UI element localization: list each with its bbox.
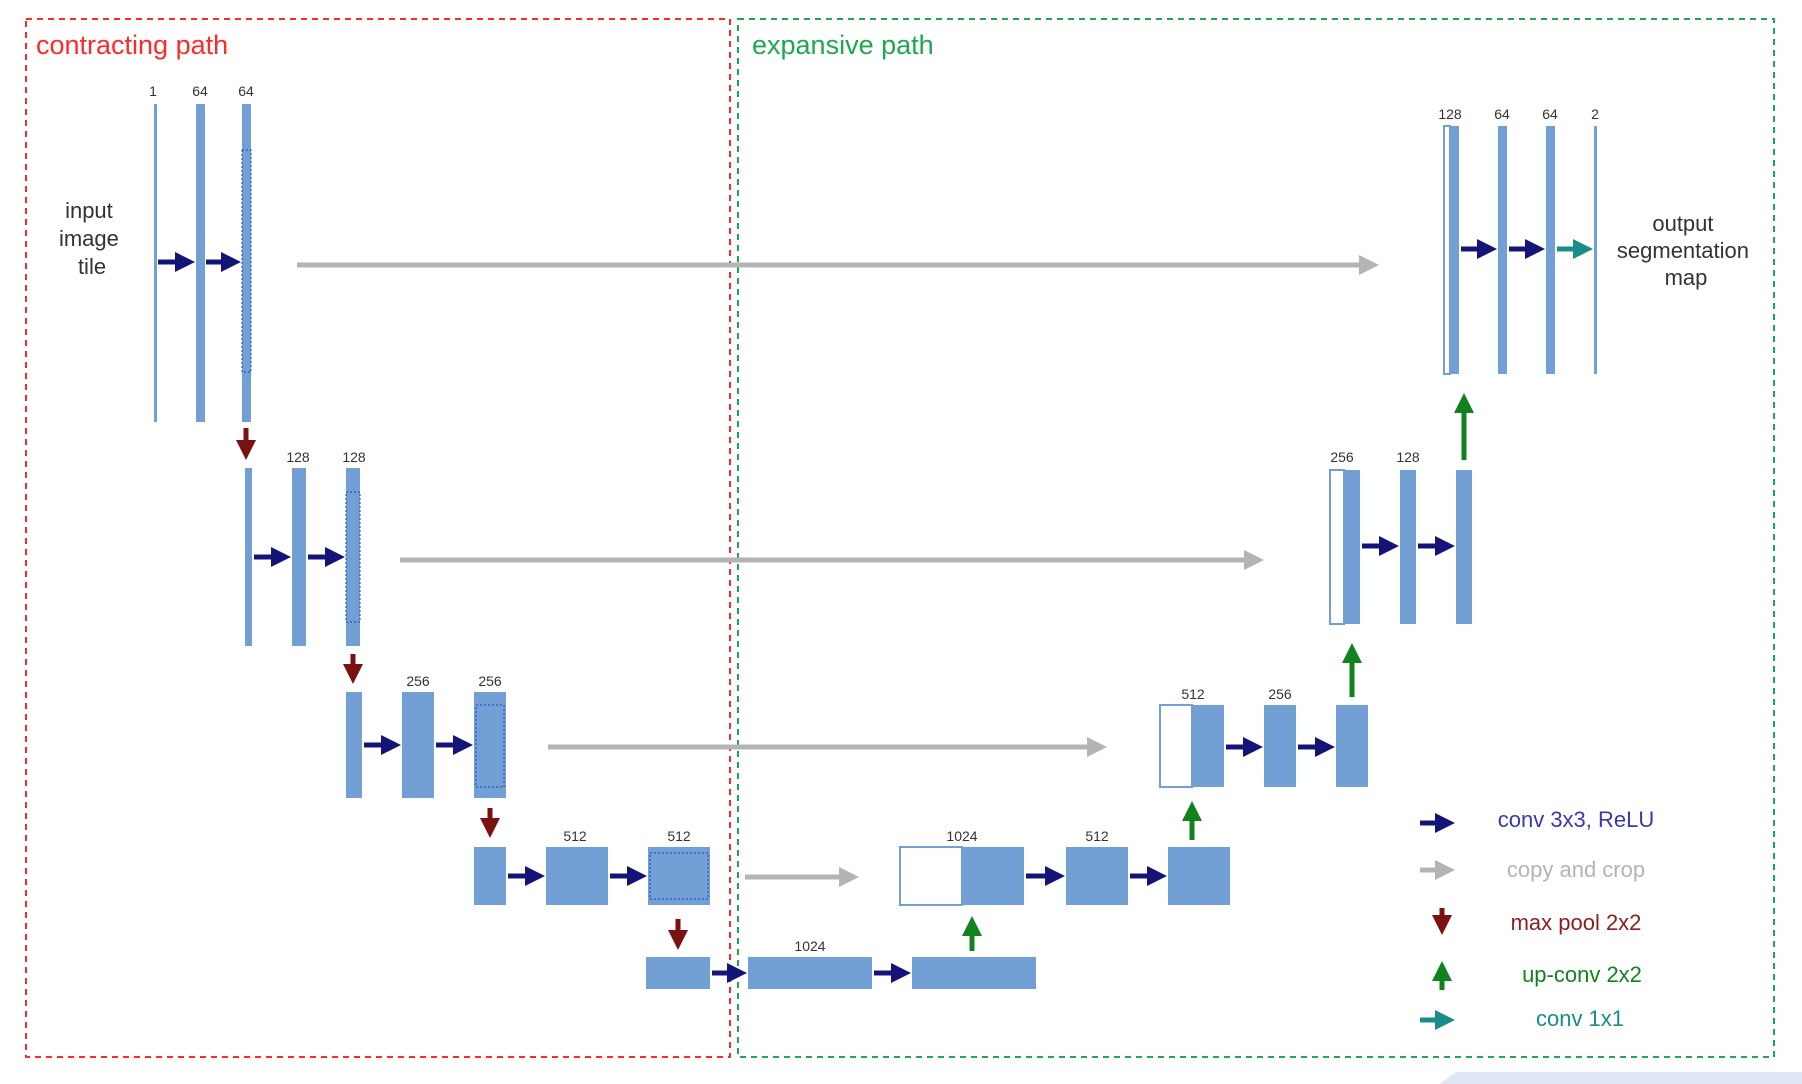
input-label-line: image <box>59 226 119 251</box>
feature-map-bottom-pool <box>646 957 710 989</box>
channel-label: 1024 <box>794 938 825 954</box>
channel-label: 128 <box>286 449 310 465</box>
input-image-tile-label: input image tile <box>59 198 125 279</box>
feature-map-l3-pool <box>346 692 362 798</box>
channel-label: 1024 <box>946 828 977 844</box>
feature-map-l3-conv2 <box>474 692 506 798</box>
legend-label: copy and crop <box>1507 857 1645 882</box>
feature-map-u1-conv1 <box>1498 126 1507 374</box>
copied-map-u1 <box>1443 125 1451 375</box>
feature-map-l2-conv2 <box>346 468 360 646</box>
crop-region-l4 <box>649 852 709 900</box>
channel-label: 64 <box>1542 106 1558 122</box>
copied-map-u3 <box>1159 704 1193 788</box>
channel-label: 2 <box>1591 106 1599 122</box>
feature-map-u2-conv2 <box>1456 470 1472 624</box>
feature-map-u3-conv2 <box>1336 705 1368 787</box>
channel-label: 128 <box>1396 449 1420 465</box>
legend-label: conv 1x1 <box>1536 1006 1624 1031</box>
channel-label: 64 <box>192 83 208 99</box>
channel-label: 256 <box>406 673 430 689</box>
feature-map-u1-conv2 <box>1546 126 1555 374</box>
channel-label: 256 <box>1268 686 1292 702</box>
output-label-line: segmentation <box>1617 238 1749 263</box>
crop-region-l3 <box>475 704 505 788</box>
expansive-path-region <box>737 18 1775 1058</box>
feature-map-l1-conv1 <box>196 104 205 422</box>
legend-label: conv 3x3, ReLU <box>1498 807 1655 832</box>
copied-map-u2 <box>1329 469 1345 625</box>
feature-map-l4-pool <box>474 847 506 905</box>
channel-label: 512 <box>1085 828 1109 844</box>
corner-decoration <box>1440 1072 1802 1084</box>
channel-label: 512 <box>563 828 587 844</box>
channel-label: 64 <box>238 83 254 99</box>
contracting-path-label: contracting path <box>36 30 228 60</box>
feature-map-u2-conv1 <box>1400 470 1416 624</box>
feature-map-l2-pool <box>245 468 252 646</box>
channel-label: 512 <box>667 828 691 844</box>
copied-map-u4 <box>899 846 963 906</box>
channel-label: 512 <box>1181 686 1205 702</box>
feature-map-u2-up <box>1344 470 1360 624</box>
feature-map-l2-conv1 <box>292 468 306 646</box>
channel-label: 256 <box>1330 449 1354 465</box>
legend-label: max pool 2x2 <box>1511 910 1642 935</box>
crop-region-l1 <box>241 149 252 373</box>
input-label-line: input <box>65 198 113 223</box>
feature-map-u1-up <box>1450 126 1459 374</box>
feature-map-u3-conv1 <box>1264 705 1296 787</box>
feature-map-l3-conv1 <box>402 692 434 798</box>
legend-label: up-conv 2x2 <box>1522 962 1642 987</box>
feature-map-l1-conv2 <box>242 104 251 422</box>
feature-map-l1-input <box>154 104 157 422</box>
feature-map-u4-conv2 <box>1168 847 1230 905</box>
output-label-line: output <box>1652 211 1713 236</box>
feature-map-u4-conv1 <box>1066 847 1128 905</box>
feature-map-l4-conv1 <box>546 847 608 905</box>
output-label-line: map <box>1665 265 1708 290</box>
legend: conv 3x3, ReLU copy and crop max pool 2x… <box>1420 807 1654 1031</box>
feature-map-u3-up <box>1192 705 1224 787</box>
contracting-path-region <box>25 18 731 1058</box>
feature-map-u4-up <box>962 847 1024 905</box>
feature-map-output <box>1594 126 1597 374</box>
feature-map-bottom-conv1 <box>748 957 872 989</box>
feature-map-l4-conv2 <box>648 847 710 905</box>
output-segmentation-map-label: output segmentation map <box>1617 211 1755 290</box>
channel-label: 128 <box>1438 106 1462 122</box>
channel-label: 256 <box>478 673 502 689</box>
feature-map-bottom-conv2 <box>912 957 1036 989</box>
expansive-path-label: expansive path <box>752 30 934 60</box>
channel-label: 64 <box>1494 106 1510 122</box>
channel-label: 128 <box>342 449 366 465</box>
input-label-line: tile <box>78 254 106 279</box>
channel-label: 1 <box>149 83 157 99</box>
